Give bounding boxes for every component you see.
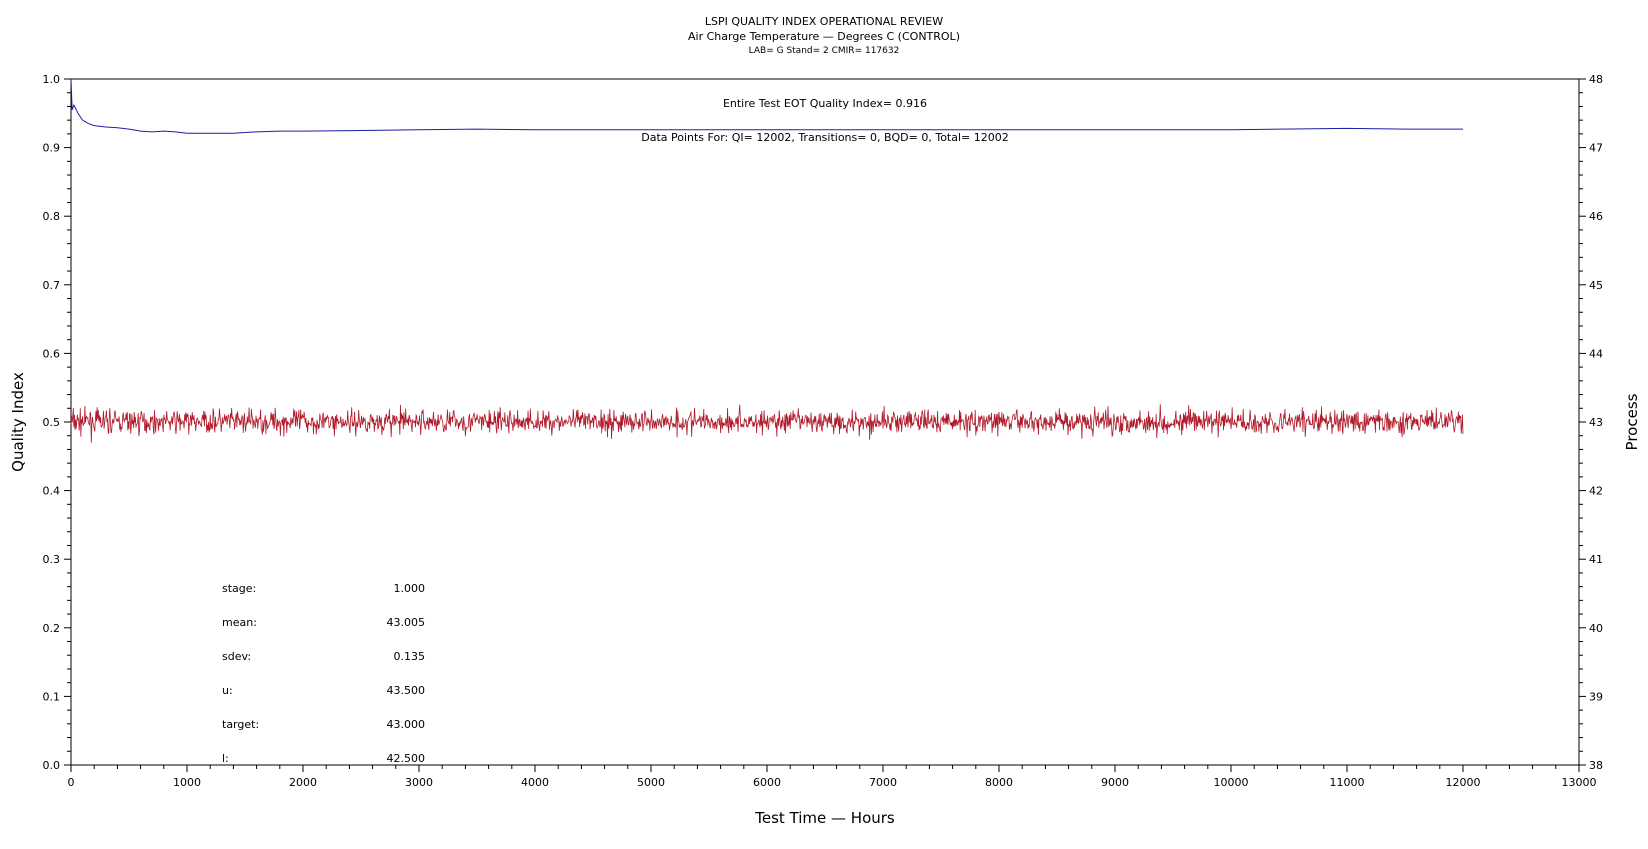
y-tick-label: 0.4: [43, 485, 61, 498]
y2-tick-label: 38: [1589, 759, 1603, 772]
x-tick-label: 13000: [1562, 776, 1597, 789]
x-tick-label: 10000: [1214, 776, 1249, 789]
stat-label: target:: [222, 718, 259, 731]
stat-value: 43.005: [387, 616, 426, 629]
y-tick-label: 0.0: [43, 759, 61, 772]
y-tick-label: 0.3: [43, 553, 61, 566]
x-axis: 0 1000 2000 3000 4000 5000 6000 7000 8000 9000 100…: [68, 765, 1597, 789]
stat-label: mean:: [222, 616, 257, 629]
y-tick-label: 0.1: [43, 690, 61, 703]
y-axis-right: 38 39 40 41 42 43 44 45 46 47 48: [1579, 73, 1603, 772]
y-tick-label: 0.9: [43, 142, 61, 155]
y2-tick-label: 43: [1589, 416, 1603, 429]
y2-tick-label: 40: [1589, 622, 1603, 635]
process-series: [70, 404, 1464, 443]
y-axis-left: 0.0 0.1 0.2 0.3 0.4 0.5 0.6 0.7 0.8 0.9 1.0: [43, 73, 71, 772]
x-tick-label: 8000: [985, 776, 1013, 789]
quality-index-series: [70, 78, 1463, 134]
y2-tick-label: 45: [1589, 279, 1603, 292]
y2-axis-label: Process: [1623, 393, 1641, 450]
stats-table: stage: 1.000 mean: 43.005 sdev: 0.135 u: 43.500…: [222, 582, 425, 765]
stat-label: sdev:: [222, 650, 251, 663]
x-tick-label: 0: [68, 776, 75, 789]
y-tick-label: 0.2: [43, 622, 61, 635]
x-tick-label: 2000: [289, 776, 317, 789]
chart-subtitle-lab: LAB= G Stand= 2 CMIR= 117632: [749, 46, 900, 56]
x-tick-label: 4000: [521, 776, 549, 789]
y-axis-label: Quality Index: [9, 372, 27, 472]
stat-label: u:: [222, 684, 233, 697]
y2-tick-label: 47: [1589, 142, 1603, 155]
stat-value: 43.500: [387, 684, 426, 697]
y2-tick-label: 41: [1589, 553, 1603, 566]
stat-value: 43.000: [387, 718, 426, 731]
y-tick-label: 0.6: [43, 347, 61, 360]
stat-label: stage:: [222, 582, 256, 595]
annotation-quality-index: Entire Test EOT Quality Index= 0.916: [723, 97, 927, 110]
stat-value: 1.000: [394, 582, 426, 595]
chart-title: LSPI QUALITY INDEX OPERATIONAL REVIEW: [705, 15, 943, 28]
process-line: [70, 404, 1464, 443]
y-tick-label: 0.5: [43, 416, 61, 429]
stat-value: 42.500: [387, 752, 426, 765]
y-tick-label: 0.7: [43, 279, 61, 292]
chart-subtitle: Air Charge Temperature — Degrees C (CONT…: [688, 30, 960, 43]
stat-label: l:: [222, 752, 229, 765]
x-tick-label: 7000: [869, 776, 897, 789]
stat-value: 0.135: [394, 650, 426, 663]
x-tick-label: 3000: [405, 776, 433, 789]
x-axis-label: Test Time — Hours: [754, 809, 895, 827]
x-tick-label: 11000: [1330, 776, 1365, 789]
annotation-data-points: Data Points For: QI= 12002, Transitions=…: [641, 131, 1009, 144]
y2-tick-label: 42: [1589, 485, 1603, 498]
x-tick-label: 12000: [1446, 776, 1481, 789]
x-tick-label: 5000: [637, 776, 665, 789]
y2-tick-label: 39: [1589, 690, 1603, 703]
y2-tick-label: 44: [1589, 347, 1603, 360]
x-tick-label: 1000: [173, 776, 201, 789]
y-tick-label: 1.0: [43, 73, 61, 86]
y2-tick-label: 48: [1589, 73, 1603, 86]
y-tick-label: 0.8: [43, 210, 61, 223]
quality-index-line: [70, 78, 1463, 134]
x-tick-label: 6000: [753, 776, 781, 789]
x-tick-label: 9000: [1101, 776, 1129, 789]
y2-tick-label: 46: [1589, 210, 1603, 223]
